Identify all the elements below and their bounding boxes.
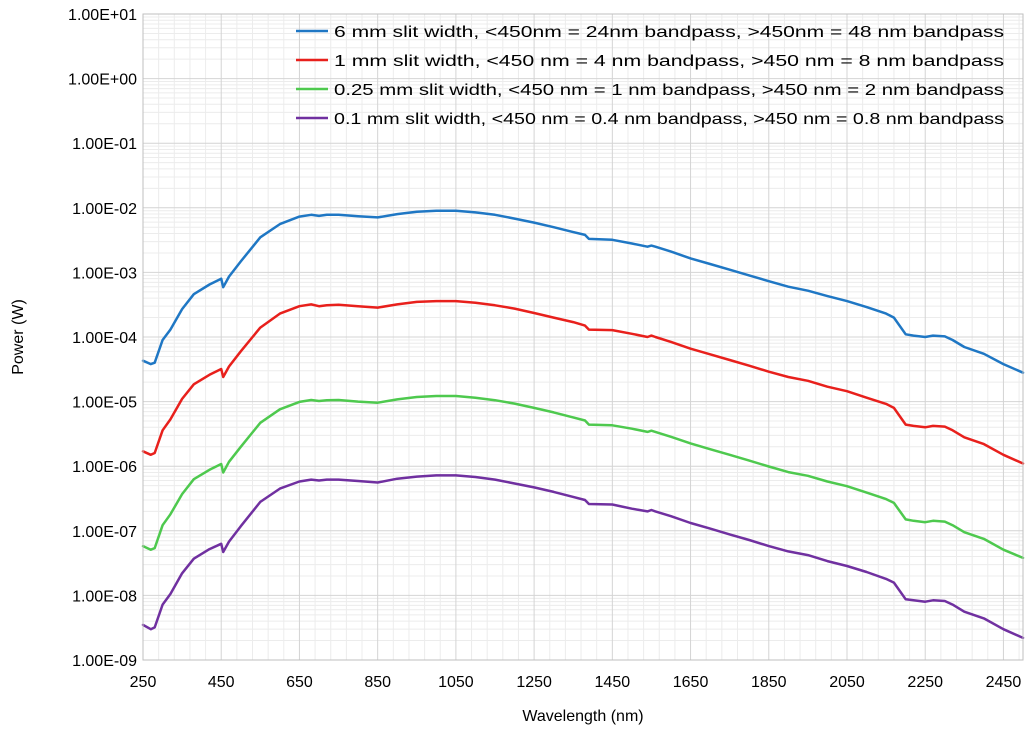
legend-label-2: 1 mm slit width, <450 nm = 4 nm bandpass…	[334, 53, 1004, 70]
y-axis-tick-labels: 1.00E-09 1.00E-08 1.00E-07 1.00E-06 1.00E-05…	[68, 7, 137, 670]
y-tick-label: 1.00E-04	[72, 330, 137, 347]
series-line-4	[141, 474, 1025, 640]
x-tick-label: 1450	[595, 674, 631, 691]
y-tick-label: 1.00E-06	[72, 459, 137, 476]
x-tick-label: 1850	[751, 674, 787, 691]
x-tick-label: 450	[208, 674, 235, 691]
series-line-2	[141, 299, 1025, 465]
y-tick-label: 1.00E-03	[72, 265, 137, 282]
plot-area-frame	[142, 13, 1024, 661]
y-tick-label: 1.00E-01	[72, 136, 137, 153]
x-tick-label: 650	[286, 674, 313, 691]
y-tick-label: 1.00E+00	[68, 72, 137, 89]
y-tick-label: 1.00E+01	[68, 7, 137, 24]
x-tick-label: 2450	[986, 674, 1022, 691]
y-tick-label: 1.00E-05	[72, 395, 137, 412]
x-tick-label: 2050	[829, 674, 865, 691]
x-tick-label: 1050	[438, 674, 474, 691]
series-line-3	[141, 394, 1025, 560]
y-axis-title: Power (W)	[10, 299, 27, 375]
y-tick-label: 1.00E-02	[72, 201, 137, 218]
y-tick-label: 1.00E-09	[72, 653, 137, 670]
legend-label-3: 0.25 mm slit width, <450 nm = 1 nm bandp…	[334, 82, 1004, 99]
x-tick-label: 250	[130, 674, 157, 691]
x-axis-tick-labels: 250 450 650 850 1050 1250 1450 1650 1850 2050 2250…	[130, 674, 1022, 691]
y-tick-label: 1.00E-07	[72, 524, 137, 541]
x-tick-label: 1250	[516, 674, 552, 691]
series-layer	[141, 209, 1025, 640]
x-tick-label: 2250	[907, 674, 943, 691]
x-tick-label: 850	[364, 674, 391, 691]
legend-label-1: 6 mm slit width, <450nm = 24nm bandpass,…	[334, 24, 1004, 41]
x-tick-label: 1650	[673, 674, 709, 691]
series-line-1	[141, 209, 1025, 374]
y-tick-label: 1.00E-08	[72, 588, 137, 605]
legend-label-4: 0.1 mm slit width, <450 nm = 0.4 nm band…	[334, 111, 1004, 128]
legend: 6 mm slit width, <450nm = 24nm bandpass,…	[296, 24, 1004, 128]
x-axis-title: Wavelength (nm)	[522, 708, 643, 725]
